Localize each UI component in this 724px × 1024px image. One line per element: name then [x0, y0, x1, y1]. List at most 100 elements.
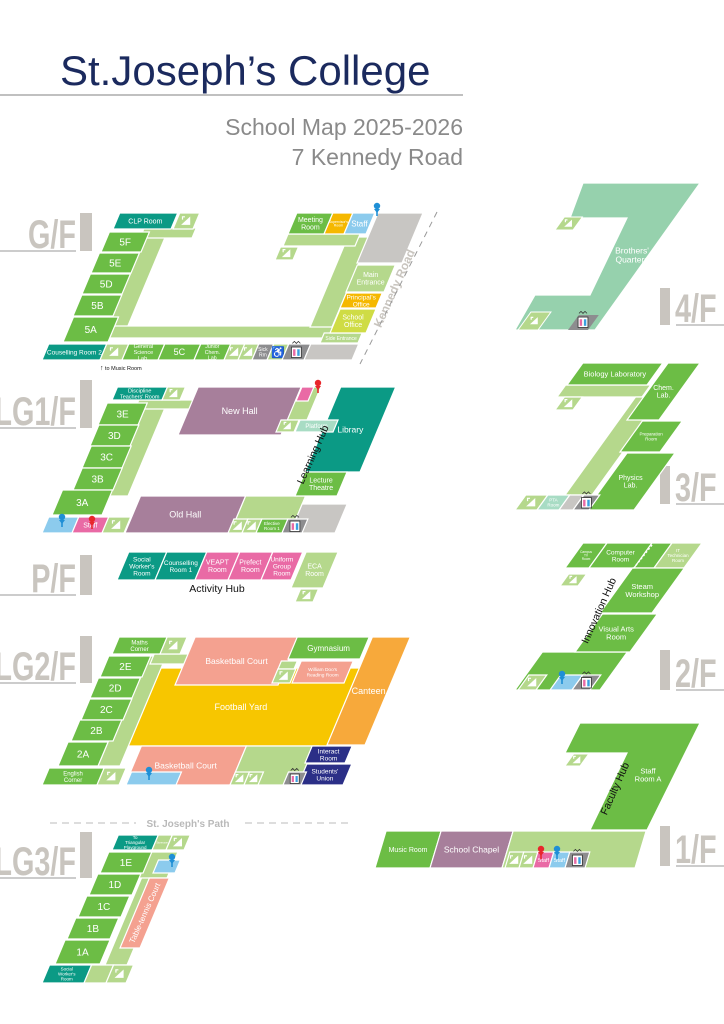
- lg1-discipline-room[interactable]: Discipline Teachers' Room: [111, 386, 169, 401]
- lg1-oldhall-room[interactable]: Old Hall: [124, 495, 247, 534]
- gf-main-room[interactable]: Main Entrance: [345, 264, 397, 293]
- pf-uniform-room[interactable]: Uniform Group Room: [260, 551, 304, 581]
- f3-bio-room[interactable]: Biology Laboratory: [565, 362, 665, 386]
- gf-corridor: [139, 227, 198, 239]
- gf-clp-room[interactable]: CLP Room: [112, 212, 179, 230]
- doo-label-line: Reading Room: [307, 672, 339, 678]
- gf-r-5f-room[interactable]: 5F: [100, 231, 151, 253]
- corridor-shape: [303, 343, 360, 361]
- lg2-canteen-room[interactable]: Canteen: [326, 636, 412, 746]
- lg1-r-3a-room[interactable]: 3A: [51, 489, 114, 516]
- f4-brothers-room[interactable]: Brothers' Quarters: [513, 182, 702, 331]
- f2-va-room[interactable]: Visual Arts Room: [573, 613, 659, 653]
- f2-staircase: [558, 573, 588, 587]
- staff-pin-icon: [553, 845, 561, 859]
- staircase-icon: [527, 677, 537, 687]
- r-5f-label: 5F: [119, 238, 131, 249]
- office-label-line: Office: [344, 322, 362, 329]
- gf-r-5e-room[interactable]: 5E: [90, 252, 141, 274]
- gf-couns-2-room[interactable]: Couselling Room 2: [41, 343, 108, 361]
- chapel-label-line: School Chapel: [444, 845, 499, 855]
- staircase-icon: [232, 521, 242, 530]
- sw-label-line: Social: [133, 556, 151, 563]
- f1-staffa-room[interactable]: Staff Room A: [564, 722, 701, 831]
- f3-physics-room[interactable]: Physics Lab.: [584, 452, 677, 511]
- f2-lift-toilet: [570, 671, 602, 691]
- lg2-r-2a-room[interactable]: 2A: [57, 741, 109, 767]
- gf-staff-room[interactable]: Staff: [343, 212, 376, 235]
- eca-label: ECA Room: [305, 564, 324, 579]
- lg1-r-3e-room[interactable]: 3E: [97, 402, 149, 426]
- staircase-icon: [243, 347, 253, 356]
- staircase-icon-arrow: [282, 249, 286, 253]
- r-5a-label: 5A: [85, 325, 98, 336]
- bio-label-line: Biology Laboratory: [584, 370, 647, 379]
- staircase-icon-arrow: [169, 389, 173, 393]
- tv-label-line: TV: [584, 554, 589, 558]
- canteen-label: Canteen: [352, 686, 386, 696]
- lg3-r-1b-room[interactable]: 1B: [66, 917, 120, 940]
- f3-prep-room[interactable]: Preparation Room: [618, 420, 684, 453]
- f1-staircase: [504, 851, 525, 869]
- lg2-interact-room[interactable]: Interact Room: [304, 745, 354, 764]
- gf-principal-room[interactable]: Principal's Office: [339, 292, 384, 309]
- lg2-doo-room[interactable]: William Doo's Reading Room: [291, 660, 355, 684]
- f2-computer-room[interactable]: Computer Room: [587, 542, 654, 569]
- pf-couns-1-room[interactable]: Counselling Room 1: [154, 551, 208, 581]
- store-label: Storeroom: [156, 841, 168, 844]
- pf-eca-room[interactable]: ECA Room: [290, 551, 340, 589]
- r-3e-label-line: 3E: [117, 410, 130, 421]
- lg2-maths-room[interactable]: Maths Corner: [111, 636, 169, 655]
- pf-prefect-room[interactable]: Prefect Room: [227, 551, 274, 581]
- lg1-platform-room[interactable]: Platform: [294, 419, 339, 433]
- lg3-tri-room[interactable]: To Triangular Playground: [111, 834, 160, 851]
- staircase-icon: [523, 855, 533, 864]
- couns-1-label: Counselling Room 1: [164, 560, 198, 574]
- lg2-r-2d-room[interactable]: 2D: [89, 677, 142, 699]
- r-2b-label: 2B: [90, 726, 103, 737]
- staff-1-label-line: Staff: [538, 858, 550, 864]
- gf-office-room[interactable]: School Office: [329, 308, 377, 334]
- lg1-elective-room[interactable]: Elective Room 1: [255, 518, 289, 534]
- gf-r-5a-room[interactable]: 5A: [62, 316, 120, 343]
- lg1-r-3c-room[interactable]: 3C: [81, 445, 133, 469]
- r-5b-room-shape: [72, 294, 123, 317]
- lg2-staircase: [96, 767, 128, 786]
- f3-chem-room[interactable]: Chem. Lab.: [625, 362, 702, 421]
- gf-r-5c-room[interactable]: 5C: [157, 343, 202, 361]
- lg3-r-1d-room[interactable]: 1D: [88, 873, 142, 896]
- english-label: English Corner: [63, 771, 83, 783]
- lg1-r-3b-room[interactable]: 3B: [72, 467, 124, 491]
- gf-jcl-room[interactable]: Junior Chem. Lab: [193, 343, 232, 361]
- staircase-icon: [526, 497, 536, 507]
- lg2-r-2c-room[interactable]: 2C: [80, 698, 133, 721]
- lg2-r-2e-room[interactable]: 2E: [99, 655, 152, 678]
- staff-label: Staff: [83, 523, 97, 530]
- f2-steam-room[interactable]: Steam Workshop: [598, 567, 686, 614]
- maths-label-line: Corner: [130, 647, 148, 653]
- lg1-newhall-room[interactable]: New Hall: [177, 386, 303, 436]
- lg3-r-1e-room[interactable]: 1E: [99, 851, 153, 874]
- lg2-r-2b-room[interactable]: 2B: [70, 719, 123, 742]
- f2-staircase: [516, 674, 548, 691]
- lg2-union-room[interactable]: Students' Union: [297, 763, 353, 786]
- lg2-gym-room[interactable]: Gymnasium: [287, 636, 371, 660]
- lg3-r-1a-room[interactable]: 1A: [54, 939, 111, 965]
- gf-side-room[interactable]: Side Entrance: [319, 332, 364, 344]
- lift-toilet-icon: [581, 491, 592, 509]
- corridor-shape: [152, 859, 182, 874]
- gsl-label-line: Lab.: [138, 356, 149, 362]
- r-2d-room-shape: [89, 677, 142, 699]
- lg3-sw-room[interactable]: Social Worker's Room: [41, 964, 93, 984]
- gf-r-5b-room[interactable]: 5B: [72, 294, 123, 317]
- staff-pin-icon: [168, 853, 176, 867]
- lg1-lecture-room[interactable]: Lecture Theatre: [294, 471, 348, 497]
- r-1e-label-line: 1E: [120, 858, 133, 869]
- gf-r-5d-room[interactable]: 5D: [81, 273, 132, 295]
- lg2-english-room[interactable]: English Corner: [41, 767, 106, 786]
- lg1-r-3d-room[interactable]: 3D: [89, 424, 140, 447]
- f1-chapel-room[interactable]: School Chapel: [429, 830, 514, 869]
- platform-label: Platform: [305, 424, 327, 430]
- lg3-r-1c-room[interactable]: 1C: [77, 895, 131, 918]
- music-label: Music Room: [389, 847, 428, 854]
